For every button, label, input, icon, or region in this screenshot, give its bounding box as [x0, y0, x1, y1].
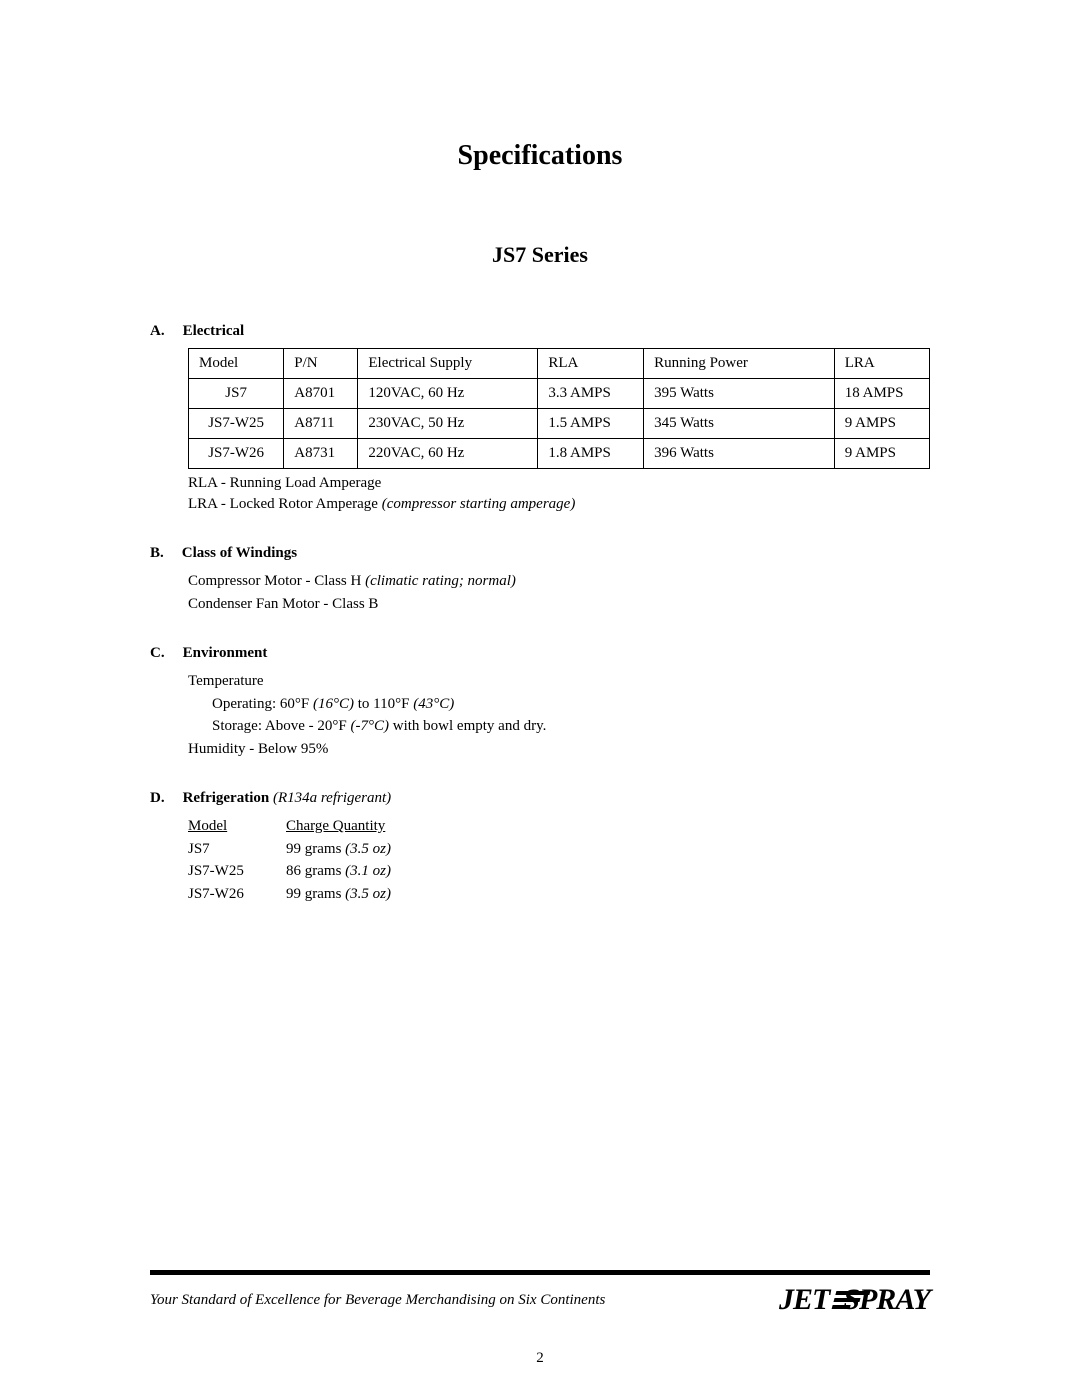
table-row: JS7 A8701 120VAC, 60 Hz 3.3 AMPS 395 Wat… — [189, 379, 930, 409]
logo-lines-icon — [832, 1291, 871, 1309]
header-power: Running Power — [644, 349, 835, 379]
table-header-row: Model P/N Electrical Supply RLA Running … — [189, 349, 930, 379]
section-letter: A. — [150, 323, 165, 340]
refrig-row: JS7-W25 86 grams (3.1 oz) — [188, 860, 930, 883]
cell-pn: A8711 — [284, 409, 358, 439]
refrig-qty-italic: (3.5 oz) — [345, 841, 391, 857]
st-text: Storage: Above - 20°F — [212, 718, 351, 734]
refrig-qty: 86 grams (3.1 oz) — [286, 860, 391, 883]
note-lra-text: LRA - Locked Rotor Amperage — [188, 496, 382, 512]
cell-supply: 230VAC, 50 Hz — [358, 409, 538, 439]
cell-lra: 9 AMPS — [834, 409, 929, 439]
st-italic: (-7°C) — [351, 718, 390, 734]
page-title: Specifications — [150, 140, 930, 172]
header-lra: LRA — [834, 349, 929, 379]
cell-supply: 220VAC, 60 Hz — [358, 439, 538, 469]
page-footer: Your Standard of Excellence for Beverage… — [150, 1260, 930, 1317]
op-text: Operating: 60°F — [212, 696, 313, 712]
header-pn: P/N — [284, 349, 358, 379]
humidity: Humidity - Below 95% — [188, 738, 930, 761]
section-refrigeration: D. Refrigeration (R134a refrigerant) Mod… — [150, 790, 930, 905]
note-rla: RLA - Running Load Amperage — [188, 473, 930, 494]
windings-line: Condenser Fan Motor - Class B — [188, 593, 930, 616]
note-lra-italic: (compressor starting amperage) — [382, 496, 576, 512]
op-text: to 110°F — [354, 696, 413, 712]
refrig-row: JS7-W26 99 grams (3.5 oz) — [188, 883, 930, 906]
windings-line: Compressor Motor - Class H (climatic rat… — [188, 570, 930, 593]
section-title: Electrical — [183, 323, 245, 340]
refrig-qty-text: 99 grams — [286, 841, 345, 857]
refrig-header-model: Model — [188, 815, 258, 838]
section-letter: D. — [150, 790, 165, 807]
op-italic: (16°C) — [313, 696, 354, 712]
footer-tagline: Your Standard of Excellence for Beverage… — [150, 1292, 605, 1309]
section-title: Class of Windings — [182, 545, 297, 562]
refrig-qty-italic: (3.1 oz) — [345, 863, 391, 879]
section-environment: C. Environment Temperature Operating: 60… — [150, 645, 930, 760]
cell-power: 395 Watts — [644, 379, 835, 409]
refrig-model: JS7-W26 — [188, 883, 258, 906]
cell-rla: 1.8 AMPS — [538, 439, 644, 469]
temp-operating: Operating: 60°F (16°C) to 110°F (43°C) — [212, 693, 930, 716]
refrig-qty: 99 grams (3.5 oz) — [286, 883, 391, 906]
cell-model: JS7-W25 — [189, 409, 284, 439]
refrig-title-italic: (R134a refrigerant) — [273, 790, 391, 806]
cell-rla: 3.3 AMPS — [538, 379, 644, 409]
refrig-qty: 99 grams (3.5 oz) — [286, 838, 391, 861]
cell-model: JS7-W26 — [189, 439, 284, 469]
refrig-row: JS7 99 grams (3.5 oz) — [188, 838, 930, 861]
windings-italic: (climatic rating; normal) — [365, 573, 516, 589]
section-electrical: A. Electrical Model P/N Electrical Suppl… — [150, 323, 930, 515]
refrig-header-qty: Charge Quantity — [286, 815, 385, 838]
refrig-title: Refrigeration — [183, 790, 273, 806]
logo-jet: JET — [779, 1283, 829, 1317]
table-row: JS7-W25 A8711 230VAC, 50 Hz 1.5 AMPS 345… — [189, 409, 930, 439]
st-text: with bowl empty and dry. — [389, 718, 546, 734]
op-italic: (43°C) — [413, 696, 454, 712]
cell-lra: 9 AMPS — [834, 439, 929, 469]
note-lra: LRA - Locked Rotor Amperage (compressor … — [188, 494, 930, 515]
refrig-qty-text: 86 grams — [286, 863, 345, 879]
series-subtitle: JS7 Series — [150, 242, 930, 268]
header-supply: Electrical Supply — [358, 349, 538, 379]
table-row: JS7-W26 A8731 220VAC, 60 Hz 1.8 AMPS 396… — [189, 439, 930, 469]
page-number: 2 — [0, 1350, 1080, 1367]
cell-power: 345 Watts — [644, 409, 835, 439]
cell-supply: 120VAC, 60 Hz — [358, 379, 538, 409]
header-model: Model — [189, 349, 284, 379]
cell-pn: A8731 — [284, 439, 358, 469]
electrical-table: Model P/N Electrical Supply RLA Running … — [188, 348, 930, 469]
section-title: Environment — [183, 645, 268, 662]
cell-model: JS7 — [189, 379, 284, 409]
windings-text: Compressor Motor - Class H — [188, 573, 365, 589]
section-letter: C. — [150, 645, 165, 662]
header-rla: RLA — [538, 349, 644, 379]
refrig-qty-italic: (3.5 oz) — [345, 886, 391, 902]
section-title: Refrigeration (R134a refrigerant) — [183, 790, 392, 807]
temp-label: Temperature — [188, 670, 930, 693]
cell-rla: 1.5 AMPS — [538, 409, 644, 439]
cell-pn: A8701 — [284, 379, 358, 409]
refrig-model: JS7 — [188, 838, 258, 861]
refrig-model: JS7-W25 — [188, 860, 258, 883]
jetspray-logo: JET SPRAY — [779, 1283, 930, 1317]
refrig-qty-text: 99 grams — [286, 886, 345, 902]
refrig-header: Model Charge Quantity — [188, 815, 930, 838]
section-windings: B. Class of Windings Compressor Motor - … — [150, 545, 930, 615]
cell-lra: 18 AMPS — [834, 379, 929, 409]
footer-rule — [150, 1270, 930, 1275]
cell-power: 396 Watts — [644, 439, 835, 469]
temp-storage: Storage: Above - 20°F (-7°C) with bowl e… — [212, 715, 930, 738]
section-letter: B. — [150, 545, 164, 562]
